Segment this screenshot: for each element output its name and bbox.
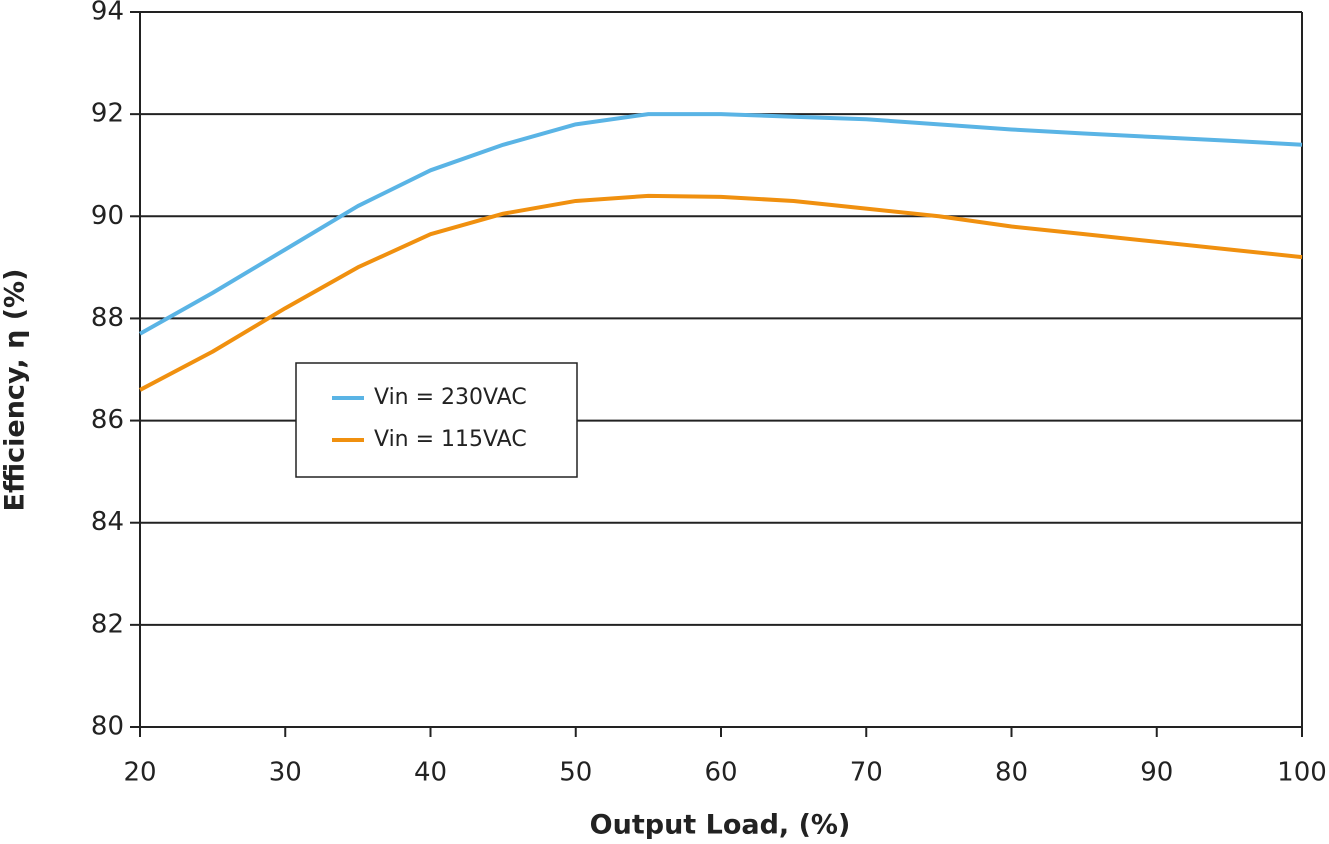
y-tick-label: 92 xyxy=(91,99,124,129)
y-tick-label: 88 xyxy=(91,303,124,333)
legend-box xyxy=(295,362,578,478)
y-tick-label: 90 xyxy=(91,201,124,231)
y-tick-label: 80 xyxy=(91,712,124,742)
y-tick-label: 86 xyxy=(91,405,124,435)
data-line xyxy=(139,112,1303,336)
x-tick-label: 90 xyxy=(1140,758,1173,788)
x-tick-label: 30 xyxy=(269,758,302,788)
legend-label: Vin = 115VAC xyxy=(374,427,527,452)
x-tick-label: 60 xyxy=(704,758,737,788)
y-axis-title: Efficiency, η (%) xyxy=(0,269,31,512)
data-line xyxy=(139,193,1303,392)
x-tick-label: 100 xyxy=(1277,758,1327,788)
x-tick-label: 50 xyxy=(559,758,592,788)
x-tick-label: 20 xyxy=(123,758,156,788)
x-tick-label: 80 xyxy=(995,758,1028,788)
y-tick-label: 84 xyxy=(91,507,124,537)
legend: Vin = 230VAC Vin = 115VAC xyxy=(295,362,578,478)
x-axis-title: Output Load, (%) xyxy=(590,810,851,841)
x-tick-label: 40 xyxy=(414,758,447,788)
y-tick-label: 94 xyxy=(91,0,124,27)
x-tick-label: 70 xyxy=(850,758,883,788)
legend-label: Vin = 230VAC xyxy=(374,385,527,410)
y-tick-label: 82 xyxy=(91,609,124,639)
